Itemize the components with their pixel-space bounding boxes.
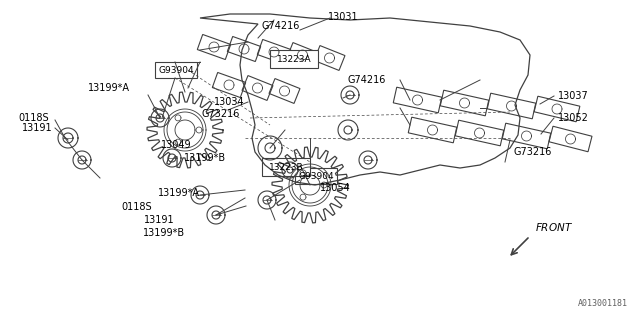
Text: 13223B: 13223B bbox=[269, 163, 303, 172]
Text: G73216: G73216 bbox=[514, 147, 552, 157]
Text: G93904: G93904 bbox=[158, 66, 194, 75]
Text: G93904: G93904 bbox=[298, 172, 334, 180]
Text: 13054: 13054 bbox=[320, 183, 351, 193]
Text: 13191: 13191 bbox=[145, 215, 175, 225]
Polygon shape bbox=[295, 168, 337, 184]
Text: 13199*A: 13199*A bbox=[88, 83, 130, 93]
Text: 13199*B: 13199*B bbox=[184, 153, 226, 163]
Text: G74216: G74216 bbox=[262, 21, 300, 31]
Text: G73216: G73216 bbox=[202, 109, 240, 119]
Text: G74216: G74216 bbox=[348, 75, 386, 85]
Text: 13199*A: 13199*A bbox=[158, 188, 200, 198]
Text: 13191: 13191 bbox=[22, 123, 52, 133]
Text: 13199*B: 13199*B bbox=[143, 228, 185, 238]
Text: 13052: 13052 bbox=[558, 113, 589, 123]
Polygon shape bbox=[155, 62, 197, 78]
Polygon shape bbox=[270, 50, 318, 68]
Polygon shape bbox=[262, 158, 310, 176]
Text: A013001181: A013001181 bbox=[578, 299, 628, 308]
Text: 13037: 13037 bbox=[558, 91, 589, 101]
Text: 13034: 13034 bbox=[214, 97, 245, 107]
Text: 0118S: 0118S bbox=[122, 202, 152, 212]
Text: 13049: 13049 bbox=[161, 140, 192, 150]
Text: 0118S: 0118S bbox=[18, 113, 49, 123]
Text: 13223A: 13223A bbox=[276, 54, 311, 63]
Text: 13031: 13031 bbox=[328, 12, 358, 22]
Text: $\it{FRONT}$: $\it{FRONT}$ bbox=[535, 221, 573, 233]
